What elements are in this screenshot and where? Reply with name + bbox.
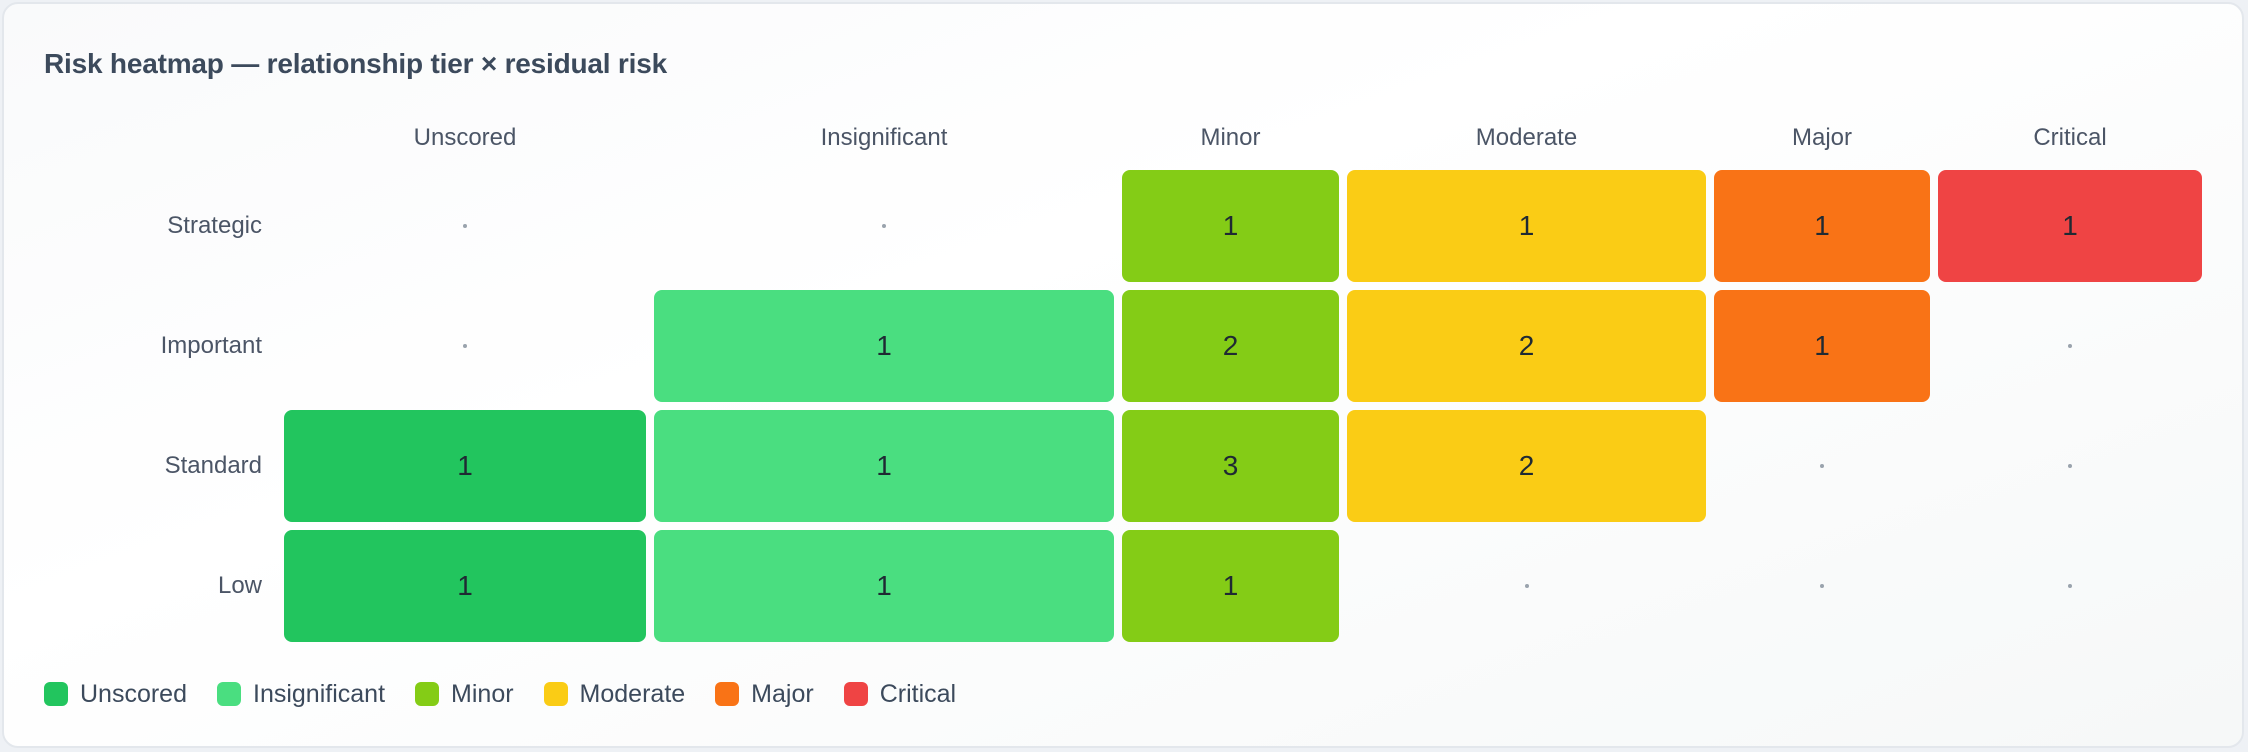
legend-label: Moderate: [579, 679, 686, 708]
cell-value: 1: [876, 450, 892, 481]
heatmap-cell-important-unscored: [284, 290, 646, 402]
cell-value: 1: [1222, 570, 1239, 601]
heatmap-cell-important-major[interactable]: 1: [1714, 290, 1930, 402]
legend-swatch: [715, 682, 740, 706]
legend-label: Critical: [879, 679, 957, 708]
legend-label: Insignificant: [253, 679, 386, 708]
empty-cell-marker: [1820, 464, 1824, 468]
empty-cell-marker: [463, 344, 467, 348]
heatmap-cell-low-unscored[interactable]: 1: [284, 530, 646, 642]
heatmap-cell-important-insignificant[interactable]: 1: [654, 290, 1114, 402]
cell-value: 1: [876, 330, 892, 361]
legend-item-major: Major: [715, 680, 814, 709]
column-header-minor: Minor: [1200, 124, 1261, 151]
empty-cell-marker: [2068, 584, 2072, 588]
legend-label: Major: [751, 679, 814, 708]
empty-cell-marker: [1820, 584, 1824, 588]
legend-item-moderate: Moderate: [543, 679, 686, 709]
heatmap-cell-standard-insignificant[interactable]: 1: [654, 410, 1114, 522]
column-header-major: Major: [1791, 124, 1852, 151]
legend-item-insignificant: Insignificant: [217, 680, 385, 709]
heatmap-cell-standard-moderate[interactable]: 2: [1347, 410, 1706, 522]
heatmap-cell-low-minor[interactable]: 1: [1122, 530, 1339, 642]
cell-value: 1: [457, 450, 473, 481]
legend-item-minor: Minor: [415, 680, 514, 709]
cell-value: 1: [457, 570, 473, 601]
heatmap-cell-low-major: [1714, 530, 1930, 642]
heatmap-cell-important-moderate[interactable]: 2: [1347, 290, 1706, 402]
legend-swatch: [843, 682, 868, 706]
column-header-critical: Critical: [2033, 124, 2107, 151]
heatmap-cell-strategic-minor[interactable]: 1: [1122, 170, 1339, 282]
empty-cell-marker: [2068, 344, 2072, 348]
row-header-standard: Standard: [164, 452, 262, 479]
legend-swatch: [44, 682, 68, 706]
cell-value: 2: [1518, 330, 1535, 361]
heatmap-cell-low-critical: [1938, 530, 2202, 642]
cell-value: 2: [1518, 450, 1535, 481]
legend-item-critical: Critical: [843, 679, 957, 709]
heatmap-cell-strategic-insignificant: [654, 170, 1114, 282]
legend-swatch: [415, 682, 440, 706]
heatmap-cell-low-insignificant[interactable]: 1: [654, 530, 1114, 642]
cell-value: 1: [1518, 210, 1535, 241]
heatmap-cell-important-minor[interactable]: 2: [1122, 290, 1339, 402]
empty-cell-marker: [882, 224, 886, 228]
legend-label: Unscored: [80, 679, 187, 708]
legend-item-unscored: Unscored: [44, 680, 187, 709]
heatmap-cell-strategic-moderate[interactable]: 1: [1347, 170, 1706, 282]
legend-swatch: [217, 682, 241, 706]
heatmap-cell-important-critical: [1938, 290, 2202, 402]
row-header-strategic: Strategic: [167, 212, 262, 239]
heatmap-cell-strategic-critical[interactable]: 1: [1938, 170, 2202, 282]
cell-value: 3: [1222, 450, 1239, 481]
heatmap-cell-standard-unscored[interactable]: 1: [284, 410, 646, 522]
empty-cell-marker: [1524, 584, 1529, 588]
cell-value: 1: [1814, 210, 1830, 241]
cell-value: 1: [876, 570, 892, 601]
cell-value: 1: [1222, 210, 1239, 241]
legend-swatch: [543, 682, 568, 706]
row-header-important: Important: [160, 332, 262, 359]
legend: Unscored Insignificant Minor Moderate Major C…: [44, 674, 986, 714]
heatmap-cell-standard-major: [1714, 410, 1930, 522]
row-header-low: Low: [217, 572, 262, 599]
chart-title: Risk heatmap — relationship tier × resid…: [44, 48, 667, 79]
legend-label: Minor: [451, 679, 514, 708]
column-header-moderate: Moderate: [1475, 124, 1578, 151]
cell-value: 2: [1222, 330, 1239, 361]
empty-cell-marker: [463, 224, 467, 228]
cell-value: 1: [1814, 330, 1830, 361]
heatmap-cell-low-moderate: [1347, 530, 1706, 642]
empty-cell-marker: [2068, 464, 2072, 468]
column-header-unscored: Unscored: [413, 124, 517, 151]
heatmap-cell-standard-minor[interactable]: 3: [1122, 410, 1339, 522]
column-header-insignificant: Insignificant: [820, 124, 948, 151]
cell-value: 1: [2062, 210, 2078, 241]
heatmap-cell-strategic-major[interactable]: 1: [1714, 170, 1930, 282]
heatmap-cell-standard-critical: [1938, 410, 2202, 522]
heatmap-cell-strategic-unscored: [284, 170, 646, 282]
